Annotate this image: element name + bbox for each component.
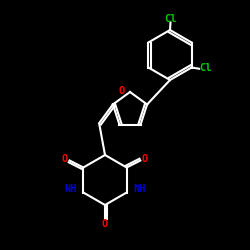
Text: NH: NH (64, 184, 77, 194)
Text: NH: NH (133, 184, 145, 194)
Text: O: O (142, 154, 148, 164)
Text: Cl: Cl (199, 63, 212, 73)
Text: O: O (119, 86, 125, 96)
Text: O: O (102, 219, 108, 229)
Text: O: O (62, 154, 68, 164)
Text: Cl: Cl (165, 14, 177, 24)
